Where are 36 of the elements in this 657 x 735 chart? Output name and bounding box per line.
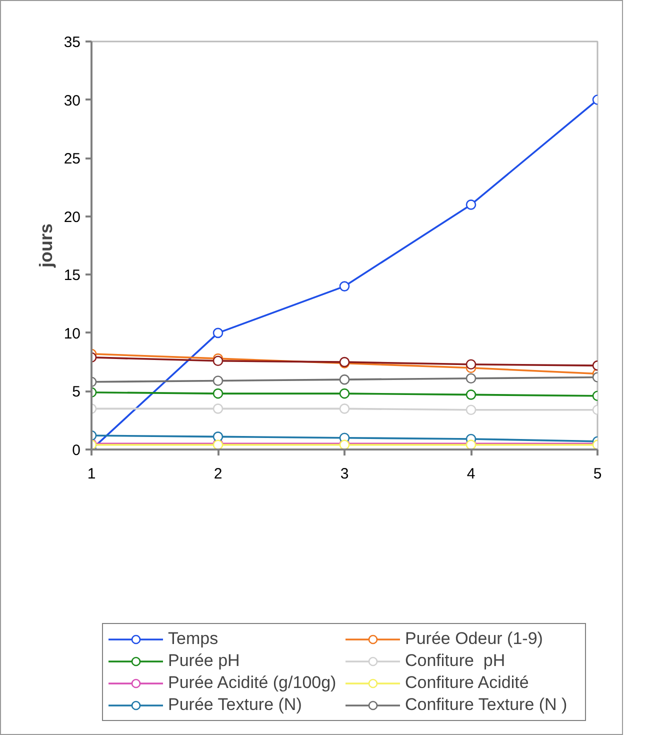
y-tick-label: 30	[64, 92, 81, 110]
point	[339, 374, 350, 385]
legend-label: Confiture pH	[405, 650, 506, 670]
point	[212, 404, 224, 414]
point	[466, 373, 476, 384]
y-tick-label: 10	[64, 325, 81, 342]
x-tick-label: 3	[340, 466, 349, 482]
y-tick-label: 15	[64, 267, 81, 284]
y-axis-title: jours	[36, 223, 56, 269]
y-tick-label: 0	[72, 442, 80, 459]
legend-label: Purée Texture (N)	[168, 694, 303, 714]
y-tick-label: 20	[64, 208, 81, 226]
legend-label: Confiture Texture (N )	[405, 694, 568, 714]
point	[212, 356, 224, 366]
legend-label: Purée Odeur (1-9)	[405, 628, 544, 648]
legend-label: Temps	[168, 628, 220, 648]
point	[212, 388, 224, 399]
point	[339, 404, 350, 414]
point	[212, 328, 224, 338]
x-tick-label: 2	[214, 466, 222, 482]
legend-label: Confiture Acidité	[405, 672, 530, 692]
x-tick-label: 4	[466, 466, 476, 482]
y-tick-label: 35	[64, 34, 81, 51]
point	[339, 388, 350, 399]
point	[466, 359, 476, 370]
y-tick-label: 25	[64, 150, 81, 168]
point	[466, 390, 476, 400]
y-tick-label: 5	[72, 384, 80, 401]
legend-label: Purée pH	[168, 650, 241, 670]
point	[212, 376, 224, 386]
point	[466, 200, 476, 210]
x-tick-label: 5	[593, 466, 602, 482]
legend-label: Purée Acidité (g/100g)	[168, 672, 338, 692]
point	[466, 404, 476, 416]
x-tick-label: 1	[87, 466, 96, 482]
point	[339, 281, 350, 292]
